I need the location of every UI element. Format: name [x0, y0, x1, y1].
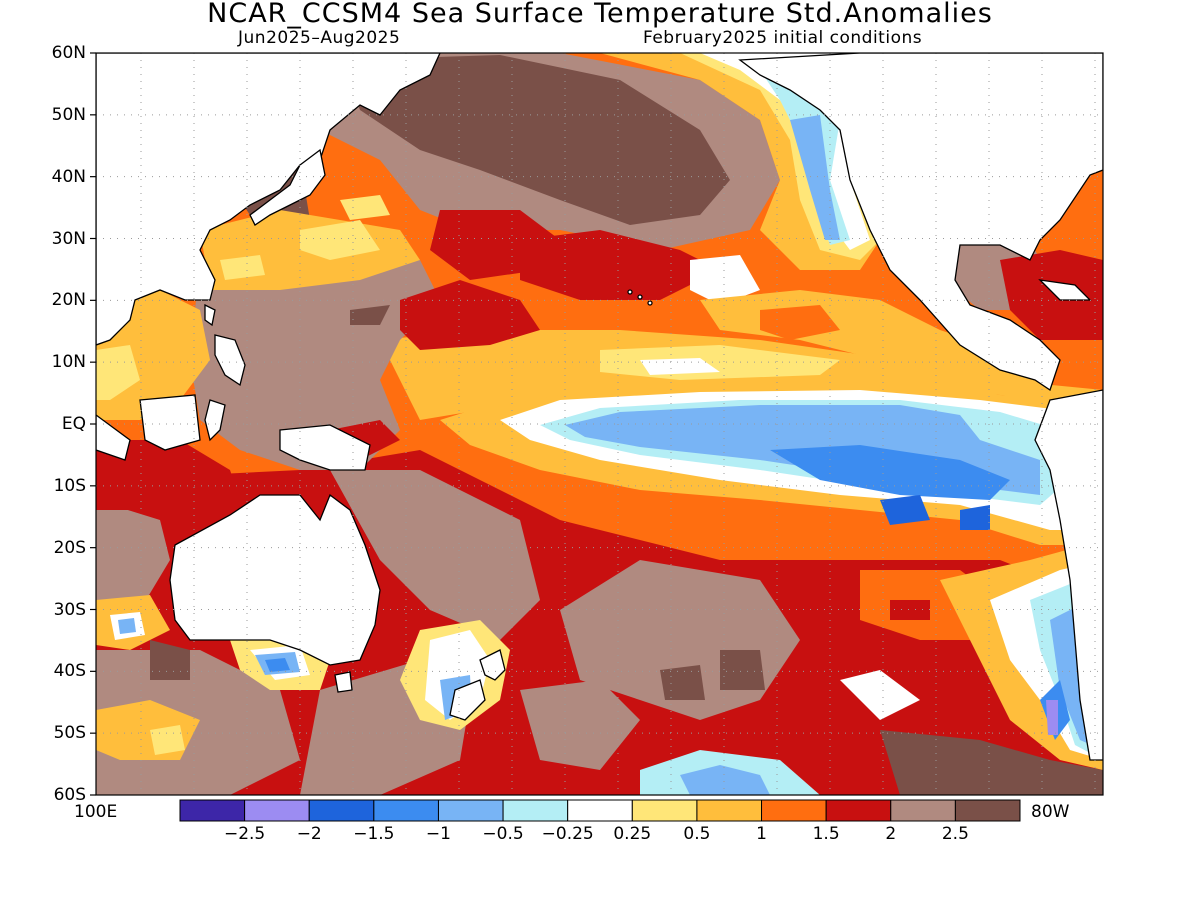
colorbar-label: −1 — [425, 824, 451, 844]
lon-label-left: 100E — [74, 802, 118, 822]
colorbar-label: −0.5 — [482, 824, 524, 844]
lon-label-right: 80W — [1031, 802, 1070, 822]
lat-label: 60N — [51, 43, 86, 63]
lat-ticks — [90, 52, 96, 796]
lat-label: 20S — [53, 537, 86, 558]
colorbar-label: −1.5 — [353, 824, 395, 844]
colorbar-label: −2 — [296, 824, 322, 844]
lat-label: 10S — [53, 475, 86, 496]
lat-label: 60S — [53, 785, 86, 805]
graticule — [96, 53, 1103, 795]
colorbar-label: 0.5 — [683, 824, 711, 844]
colorbar-label: 0.25 — [613, 824, 652, 844]
colorbar-swatch — [437, 799, 504, 822]
colorbar-swatch — [631, 799, 698, 822]
lat-label: 30S — [53, 599, 86, 620]
colorbar-swatch — [825, 799, 892, 822]
lat-label: 30N — [51, 228, 86, 249]
init-conditions-subtitle: February2025 initial conditions — [643, 28, 923, 48]
colorbar-label: −0.25 — [541, 824, 594, 844]
colorbar-label: 2.5 — [941, 824, 969, 844]
colorbar-swatch — [696, 799, 763, 822]
lat-label: 50N — [51, 104, 86, 125]
colorbar-swatch — [890, 799, 956, 822]
colorbar — [179, 799, 1021, 822]
lat-label: 10N — [51, 352, 86, 373]
lat-label: 40N — [51, 166, 86, 187]
season-subtitle: Jun2025–Aug2025 — [238, 28, 401, 48]
map-title: NCAR_CCSM4 Sea Surface Temperature Std.A… — [207, 0, 993, 29]
lat-label: 20N — [51, 290, 86, 311]
colorbar-swatch — [567, 799, 633, 822]
colorbar-swatch — [373, 799, 439, 822]
colorbar-label: 2 — [885, 824, 897, 844]
colorbar-label: −2.5 — [223, 824, 266, 844]
colorbar-label: 1 — [756, 824, 767, 844]
lat-label: 50S — [53, 723, 86, 744]
lat-label: EQ — [61, 414, 86, 434]
colorbar-swatch — [954, 799, 1021, 822]
colorbar-swatch — [761, 799, 827, 822]
colorbar-label: 1.5 — [812, 824, 840, 844]
colorbar-swatch — [502, 799, 569, 822]
land-masses — [96, 53, 1103, 761]
lat-label: 40S — [53, 661, 86, 682]
colorbar-swatch — [308, 799, 375, 822]
colorbar-swatch — [244, 799, 310, 822]
colorbar-swatch — [179, 799, 246, 822]
